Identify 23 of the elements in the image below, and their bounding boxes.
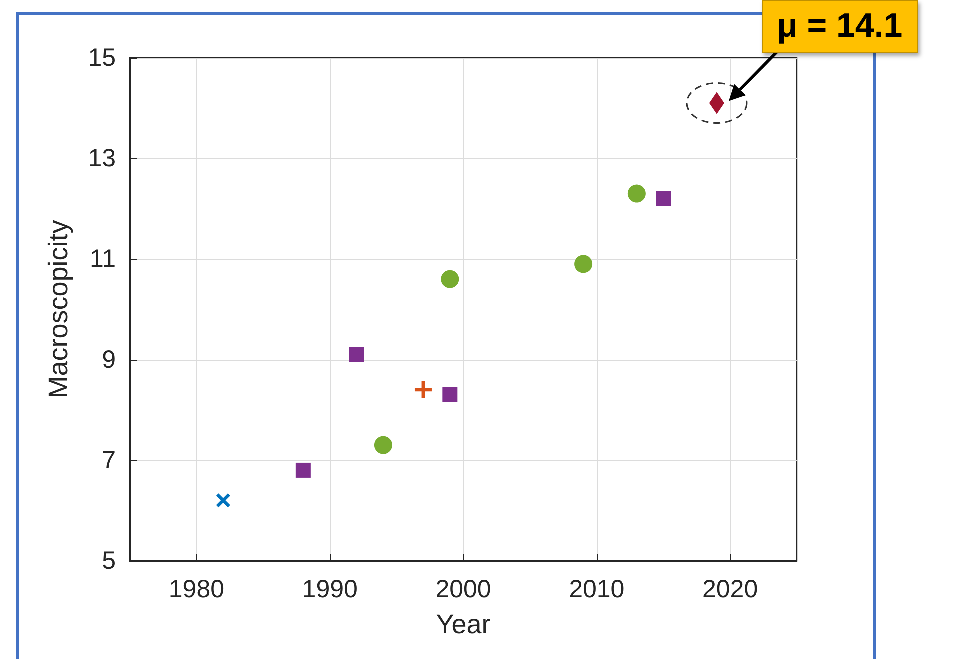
point xyxy=(441,270,460,288)
point xyxy=(442,388,458,403)
point xyxy=(574,255,593,274)
y-tick-label: 11 xyxy=(90,245,116,274)
x-tick-label: 1980 xyxy=(168,576,225,604)
point xyxy=(374,436,392,454)
y-tick-label: 5 xyxy=(102,547,116,575)
annotation: μ = 14.1 xyxy=(762,0,918,53)
point xyxy=(349,347,364,362)
y-tick-label: 13 xyxy=(88,144,116,173)
point xyxy=(628,184,646,203)
point xyxy=(296,462,311,478)
x-tick-label: 1990 xyxy=(302,576,358,604)
y-tick-label: 15 xyxy=(88,44,116,72)
y-tick-label: 7 xyxy=(102,446,116,474)
point xyxy=(216,494,230,508)
y-tick-label: 9 xyxy=(102,346,116,374)
x-tick-label: 2020 xyxy=(702,576,758,604)
x-tick-label: 2000 xyxy=(436,576,492,604)
y-axis-title: Macroscopicity xyxy=(44,220,74,399)
x-axis-title: Year xyxy=(436,610,491,640)
x-tick-label: 2010 xyxy=(569,576,625,604)
point xyxy=(656,191,672,206)
